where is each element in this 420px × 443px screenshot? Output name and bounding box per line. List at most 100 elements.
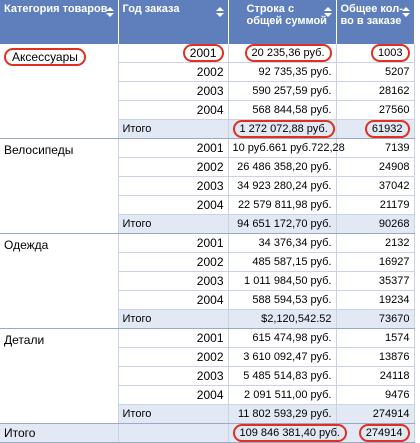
grand-total-qty: 274914 <box>336 423 415 443</box>
subtotal-label: Итого <box>118 119 229 139</box>
subtotal-amount: 11 802 593,29 руб. <box>228 404 337 424</box>
qty-cell: 21179 <box>336 195 415 215</box>
year-cell: 2004 <box>118 195 229 215</box>
subtotal-amount: $2,120,542.52 <box>228 309 337 329</box>
grand-total-row: Итого 109 846 381,40 руб. 274914 <box>0 423 415 443</box>
category-cell[interactable]: Аксессуары <box>0 44 119 139</box>
year-cell: 2002 <box>118 62 229 82</box>
year-cell: 2004 <box>118 290 229 310</box>
table-row: Аксессуары 2001 20 235,36 руб. 1003 <box>0 44 415 139</box>
subtotal-row: Итого 11 802 593,29 руб. 274914 <box>0 404 415 424</box>
amount-cell: 92 735,35 руб. <box>228 62 337 82</box>
highlight-circle: Аксессуары <box>4 48 86 66</box>
highlight-circle: 20 235,36 руб. <box>244 44 332 62</box>
subtotal-label: Итого <box>118 214 229 234</box>
table-row: 2003 590 257,59 руб. 28162 <box>0 81 415 101</box>
table-row: 2004 588 594,53 руб. 19234 <box>0 290 415 310</box>
amount-cell: 588 594,53 руб. <box>228 290 337 310</box>
qty-cell: 2132 <box>336 233 415 253</box>
table-row: 2002 3 610 092,47 руб. 13876 <box>0 347 415 367</box>
year-cell: 2004 <box>118 385 229 405</box>
qty-cell: 28162 <box>336 81 415 101</box>
header-row: Категория товаров Год заказа Строка с об… <box>0 0 415 44</box>
pivot-body: Аксессуары 2001 20 235,36 руб. 1003 2002 92 7… <box>0 44 415 443</box>
qty-cell: 27560 <box>336 100 415 120</box>
amount-cell: 590 257,59 руб. <box>228 81 337 101</box>
amount-cell: 568 844,58 руб. <box>228 100 337 120</box>
table-row: 2002 485 587,15 руб. 16927 <box>0 252 415 272</box>
header-qty[interactable]: Общее кол-во в заказе <box>336 0 415 44</box>
qty-cell: 16927 <box>336 252 415 272</box>
amount-cell: 485 587,15 руб. <box>228 252 337 272</box>
table-row: Велосипеды 2001 10 руб.661 руб.722,28 7139 <box>0 138 415 234</box>
sort-icon[interactable] <box>215 7 224 19</box>
amount-cell: 5 485 514,83 руб. <box>228 366 337 386</box>
year-cell: 2003 <box>118 366 229 386</box>
subtotal-qty: 73670 <box>336 309 415 329</box>
amount-cell: 20 235,36 руб. <box>228 44 337 63</box>
subtotal-amount: 94 651 172,70 руб. <box>228 214 337 234</box>
header-year[interactable]: Год заказа <box>118 0 229 44</box>
qty-cell: 1003 <box>336 44 415 63</box>
year-cell: 2001 <box>118 233 229 253</box>
qty-cell: 7139 <box>336 138 415 158</box>
amount-cell: 1 011 984,50 руб. <box>228 271 337 291</box>
category-cell[interactable]: Велосипеды <box>0 138 119 234</box>
year-cell: 2003 <box>118 176 229 196</box>
subtotal-label: Итого <box>118 404 229 424</box>
table-row: 2002 26 486 358,20 руб. 24908 <box>0 157 415 177</box>
amount-cell: 34 923 280,24 руб. <box>228 176 337 196</box>
sort-icon[interactable] <box>105 7 114 19</box>
amount-cell: 26 486 358,20 руб. <box>228 157 337 177</box>
header-qty-label: Общее кол-во в заказе <box>340 3 403 27</box>
highlight-circle: 2001 <box>182 44 224 62</box>
amount-cell: 10 руб.661 руб.722,28 <box>228 138 345 158</box>
amount-cell: 3 610 092,47 руб. <box>228 347 337 367</box>
qty-cell: 1574 <box>336 328 415 348</box>
amount-cell: 34 376,34 руб. <box>228 233 337 253</box>
table-row: 2004 568 844,58 руб. 27560 <box>0 100 415 120</box>
year-cell: 2001 <box>118 138 229 158</box>
year-cell: 2002 <box>118 347 229 367</box>
grand-total-label: Итого <box>0 423 119 443</box>
subtotal-amount: 1 272 072,88 руб. <box>228 119 337 139</box>
year-cell: 2003 <box>118 271 229 291</box>
highlight-circle: 1 272 072,88 руб. <box>232 120 335 138</box>
qty-cell: 13876 <box>336 347 415 367</box>
table-row: 2002 92 735,35 руб. 5207 <box>0 62 415 82</box>
amount-cell: 2 091 511,00 руб. <box>228 385 337 405</box>
header-amount[interactable]: Строка с общей суммой <box>228 0 337 44</box>
sort-icon[interactable] <box>401 7 410 19</box>
year-cell: 2003 <box>118 81 229 101</box>
amount-cell: 22 579 811,98 руб. <box>228 195 337 215</box>
subtotal-qty: 274914 <box>336 404 415 424</box>
qty-cell: 5207 <box>336 62 415 82</box>
year-cell: 2004 <box>118 100 229 120</box>
year-cell: 2001 <box>118 328 229 348</box>
qty-cell: 24908 <box>336 157 415 177</box>
highlight-circle: 1003 <box>371 44 410 62</box>
header-amount-label: Строка с общей суммой <box>246 3 327 27</box>
grand-total-empty <box>118 423 229 443</box>
amount-cell: 615 474,98 руб. <box>228 328 337 348</box>
category-cell[interactable]: Детали <box>0 328 119 424</box>
qty-cell: 19234 <box>336 290 415 310</box>
table-row: 2004 2 091 511,00 руб. 9476 <box>0 385 415 405</box>
year-cell: 2002 <box>118 157 229 177</box>
header-category[interactable]: Категория товаров <box>0 0 119 44</box>
highlight-circle: 61932 <box>364 120 410 138</box>
subtotal-qty: 61932 <box>336 119 415 139</box>
table-row: Одежда 2001 34 376,34 руб. 2132 <box>0 233 415 329</box>
category-cell[interactable]: Одежда <box>0 233 119 329</box>
highlight-circle: 109 846 381,40 руб. <box>232 424 347 442</box>
subtotal-row: Итого 1 272 072,88 руб. 61932 <box>0 119 415 139</box>
table-row: Детали 2001 615 474,98 руб. 1574 <box>0 328 415 424</box>
highlight-circle: 274914 <box>358 424 410 442</box>
sort-icon[interactable] <box>323 7 332 19</box>
qty-cell: 37042 <box>336 176 415 196</box>
qty-cell: 35377 <box>336 271 415 291</box>
table-row: 2004 22 579 811,98 руб. 21179 <box>0 195 415 215</box>
year-cell: 2002 <box>118 252 229 272</box>
